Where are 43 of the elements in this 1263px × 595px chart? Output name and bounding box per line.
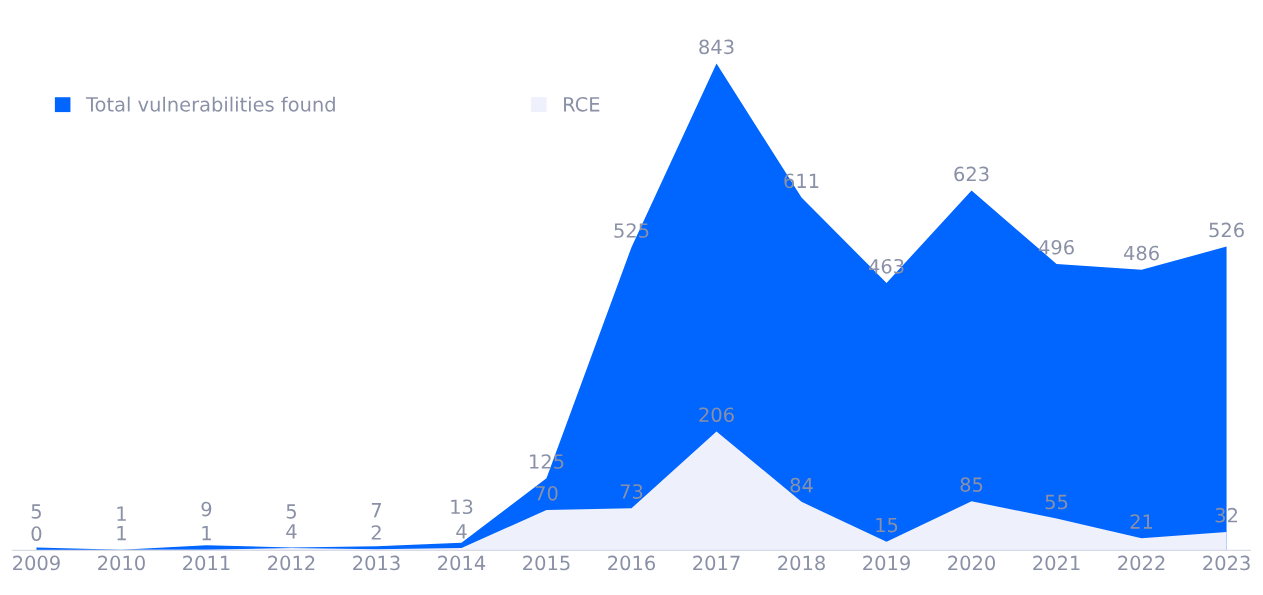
x-tick-label: 2019 xyxy=(863,555,910,571)
data-label: 2 xyxy=(371,525,381,540)
x-tick-label: 2011 xyxy=(183,555,230,571)
x-tick-label: 2012 xyxy=(268,555,315,571)
data-label: 206 xyxy=(699,407,734,423)
data-label: 85 xyxy=(960,477,983,492)
data-label: 486 xyxy=(1123,245,1159,261)
data-label: 1 xyxy=(202,526,211,541)
x-tick-label: 2022 xyxy=(1118,555,1165,571)
x-tick-label: 2014 xyxy=(438,555,486,571)
data-label: 21 xyxy=(1130,514,1153,529)
x-tick-label: 2020 xyxy=(948,555,995,571)
x-tick-label: 2016 xyxy=(608,555,656,571)
data-label: 623 xyxy=(954,166,989,182)
data-label: 15 xyxy=(876,517,898,533)
x-tick-label: 2021 xyxy=(1033,555,1080,571)
data-label: 4 xyxy=(456,524,467,539)
data-label: 9 xyxy=(201,501,212,517)
data-label: 55 xyxy=(1045,494,1068,510)
data-label: 7 xyxy=(371,503,381,518)
data-label: 4 xyxy=(286,524,297,539)
data-label: 0 xyxy=(31,526,42,542)
data-label: 526 xyxy=(1209,222,1244,238)
data-label: 84 xyxy=(790,477,813,493)
data-label: 1 xyxy=(117,526,126,541)
data-label: 843 xyxy=(699,39,734,55)
x-tick-label: 2015 xyxy=(523,555,570,571)
data-label: 5 xyxy=(31,504,41,519)
x-tick-label: 2023 xyxy=(1203,555,1250,571)
x-tick-label: 2017 xyxy=(693,555,740,571)
data-label: 13 xyxy=(451,499,473,515)
legend-label: Total vulnerabilities found xyxy=(85,96,335,112)
x-tick-label: 2018 xyxy=(778,555,825,571)
x-tick-label: 2013 xyxy=(353,555,400,571)
data-label: 463 xyxy=(868,258,904,274)
legend-label: RCE xyxy=(564,96,600,112)
x-tick-label: 2009 xyxy=(13,555,60,571)
x-tick-label: 2010 xyxy=(98,555,145,571)
data-label: 70 xyxy=(535,485,558,501)
data-label: 496 xyxy=(1038,239,1074,255)
data-label: 1 xyxy=(117,506,126,521)
data-label: 73 xyxy=(620,484,643,499)
data-label: 5 xyxy=(286,504,296,519)
